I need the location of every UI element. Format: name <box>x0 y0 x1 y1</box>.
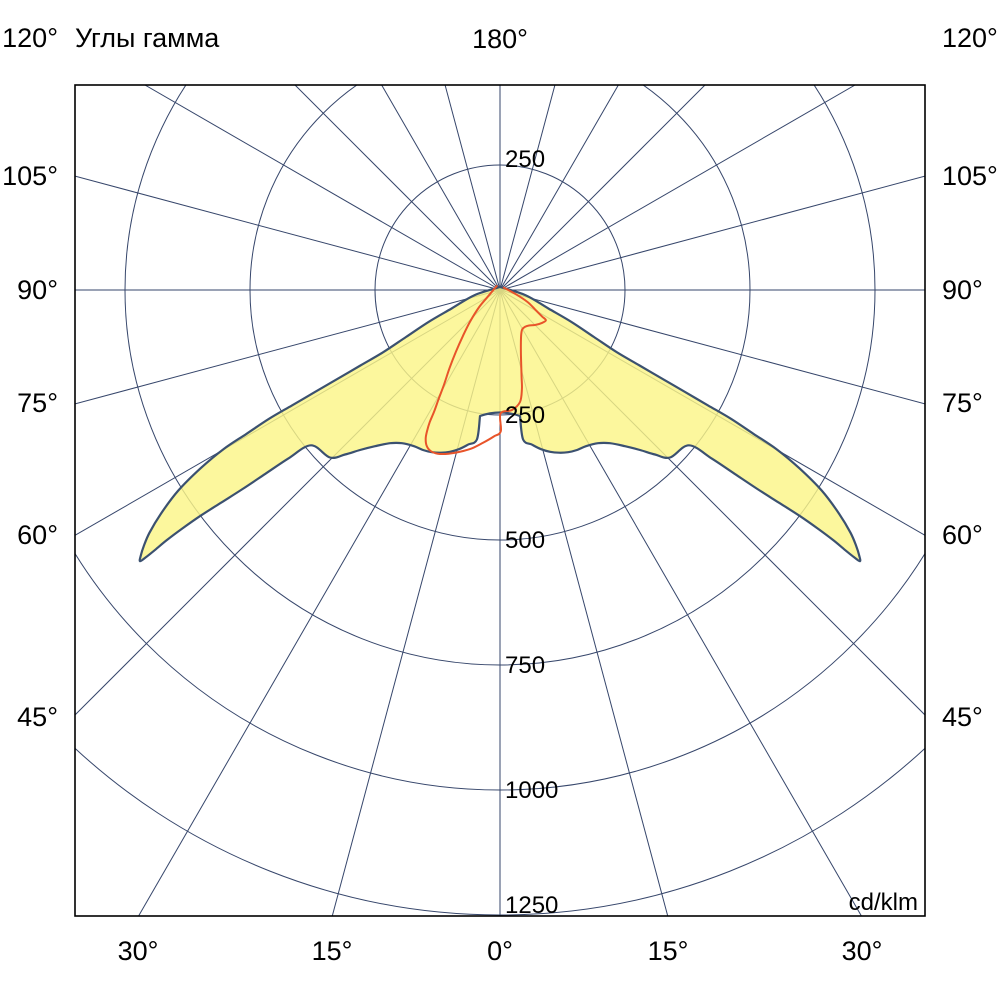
svg-text:15°: 15° <box>648 936 689 966</box>
svg-text:105°: 105° <box>2 161 58 191</box>
svg-text:180°: 180° <box>472 24 528 54</box>
svg-text:120°: 120° <box>942 23 998 53</box>
svg-text:0°: 0° <box>487 936 513 966</box>
svg-text:15°: 15° <box>312 936 353 966</box>
svg-text:120°: 120° <box>2 23 58 53</box>
svg-text:60°: 60° <box>17 520 58 550</box>
svg-text:750: 750 <box>505 652 545 679</box>
svg-text:500: 500 <box>505 527 545 554</box>
svg-text:105°: 105° <box>942 161 998 191</box>
svg-text:250: 250 <box>505 402 545 429</box>
svg-text:75°: 75° <box>942 388 983 418</box>
svg-text:45°: 45° <box>942 702 983 732</box>
svg-text:cd/klm: cd/klm <box>849 889 918 916</box>
svg-text:1250: 1250 <box>505 892 558 919</box>
svg-text:30°: 30° <box>118 936 159 966</box>
svg-text:60°: 60° <box>942 520 983 550</box>
svg-text:45°: 45° <box>17 702 58 732</box>
svg-text:1000: 1000 <box>505 777 558 804</box>
svg-text:75°: 75° <box>17 388 58 418</box>
svg-text:250: 250 <box>505 146 545 173</box>
svg-text:Углы гамма: Углы гамма <box>75 23 220 53</box>
svg-text:90°: 90° <box>17 275 58 305</box>
svg-text:30°: 30° <box>842 936 883 966</box>
svg-text:90°: 90° <box>942 275 983 305</box>
